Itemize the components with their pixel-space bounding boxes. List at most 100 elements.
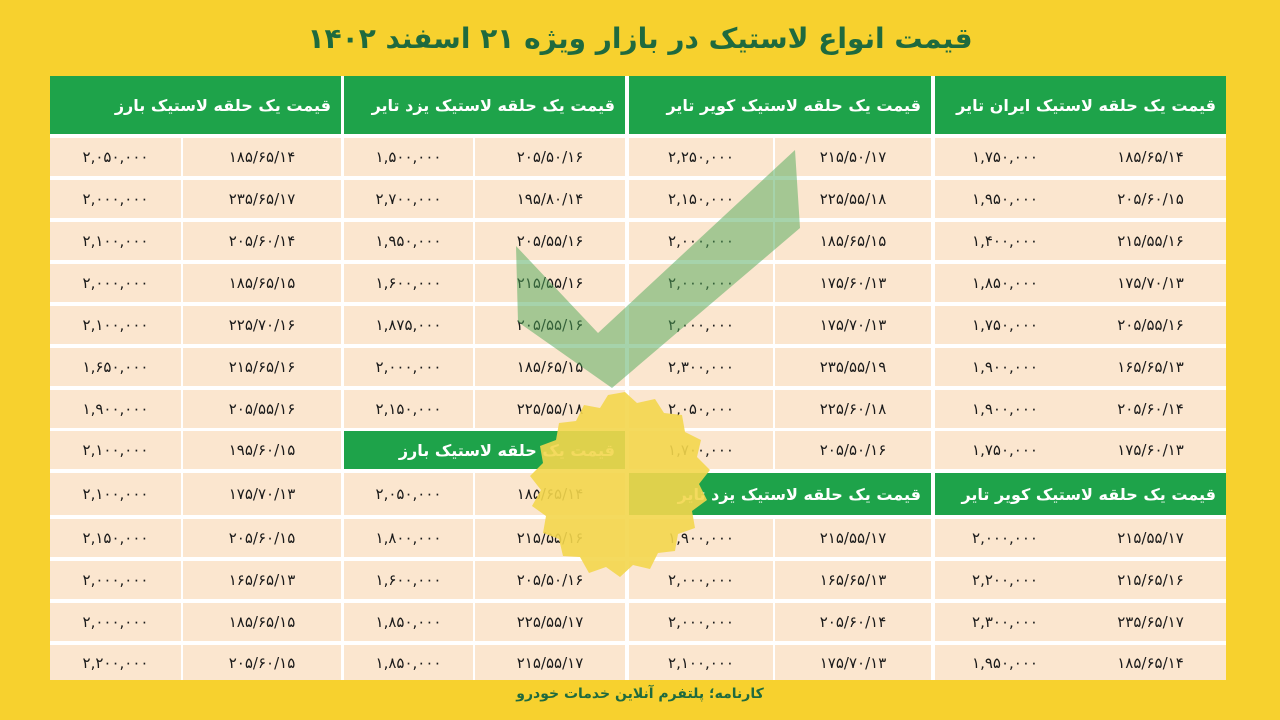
price-cell: ۲,۰۵۰,۰۰۰ <box>50 138 181 176</box>
tire-size-cell: ۱۸۵/۶۵/۱۵ <box>183 264 341 302</box>
price-cell: ۲,۱۰۰,۰۰۰ <box>629 645 773 680</box>
price-cell: ۱,۸۵۰,۰۰۰ <box>935 264 1075 302</box>
price-cell: ۱,۸۷۵,۰۰۰ <box>344 306 473 344</box>
price-cell: ۱,۹۰۰,۰۰۰ <box>935 348 1075 386</box>
price-cell: ۱,۷۵۰,۰۰۰ <box>935 431 1075 469</box>
tire-size-cell: ۱۸۵/۶۵/۱۴ <box>1075 138 1226 176</box>
tire-size-cell: ۲۰۵/۵۰/۱۶ <box>475 561 625 599</box>
price-cell: ۱,۵۰۰,۰۰۰ <box>344 138 473 176</box>
tire-size-cell: ۱۹۵/۸۰/۱۴ <box>475 180 625 218</box>
tire-size-cell: ۱۷۵/۶۰/۱۳ <box>1075 431 1226 469</box>
price-cell: ۲,۱۰۰,۰۰۰ <box>50 473 181 515</box>
price-cell: ۱,۹۵۰,۰۰۰ <box>344 222 473 260</box>
tire-size-cell: ۱۶۵/۶۵/۱۳ <box>775 561 931 599</box>
price-cell: ۲,۰۰۰,۰۰۰ <box>629 222 773 260</box>
tire-size-cell: ۲۰۵/۵۰/۱۶ <box>775 431 931 469</box>
tire-size-cell: ۲۲۵/۵۵/۱۸ <box>475 390 625 428</box>
tire-size-cell: ۲۰۵/۵۵/۱۶ <box>475 306 625 344</box>
tire-size-cell: ۱۸۵/۶۵/۱۴ <box>475 473 625 515</box>
tire-size-cell: ۲۱۵/۵۵/۱۷ <box>475 645 625 680</box>
tire-size-cell: ۲۰۵/۵۵/۱۶ <box>475 222 625 260</box>
tire-price-table: قیمت یک حلقه لاستیک ایران تایر ۱۸۵/۶۵/۱۴ ۱… <box>50 76 1226 680</box>
tire-size-cell: ۲۲۵/۵۵/۱۷ <box>475 603 625 641</box>
price-cell: ۲,۰۰۰,۰۰۰ <box>935 519 1075 557</box>
price-cell: ۲,۱۵۰,۰۰۰ <box>629 180 773 218</box>
price-cell: ۱,۹۵۰,۰۰۰ <box>935 180 1075 218</box>
price-cell: ۲,۱۰۰,۰۰۰ <box>50 306 181 344</box>
price-cell: ۱,۶۵۰,۰۰۰ <box>50 348 181 386</box>
section-header: قیمت یک حلقه لاستیک بارز <box>344 431 625 469</box>
section-header: قیمت یک حلقه لاستیک ایران تایر <box>935 76 1226 134</box>
tire-size-cell: ۱۶۵/۶۵/۱۳ <box>183 561 341 599</box>
price-cell: ۲,۰۰۰,۰۰۰ <box>629 306 773 344</box>
tire-size-cell: ۱۷۵/۷۰/۱۳ <box>1075 264 1226 302</box>
tire-size-cell: ۱۷۵/۷۰/۱۳ <box>775 306 931 344</box>
price-cell: ۲,۰۰۰,۰۰۰ <box>344 348 473 386</box>
tire-size-cell: ۱۹۵/۶۰/۱۵ <box>183 431 341 469</box>
tire-size-cell: ۲۱۵/۵۵/۱۶ <box>1075 222 1226 260</box>
price-cell: ۱,۷۵۰,۰۰۰ <box>935 306 1075 344</box>
tire-size-cell: ۱۶۵/۶۵/۱۳ <box>1075 348 1226 386</box>
price-cell: ۲,۰۰۰,۰۰۰ <box>629 561 773 599</box>
tire-size-cell: ۱۷۵/۶۰/۱۳ <box>775 264 931 302</box>
tire-size-cell: ۲۰۵/۶۰/۱۵ <box>183 519 341 557</box>
tire-size-cell: ۲۳۵/۶۵/۱۷ <box>1075 603 1226 641</box>
price-cell: ۱,۷۰۰,۰۰۰ <box>629 431 773 469</box>
price-cell: ۱,۹۵۰,۰۰۰ <box>935 645 1075 680</box>
tire-size-cell: ۲۰۵/۶۰/۱۴ <box>183 222 341 260</box>
price-cell: ۲,۱۵۰,۰۰۰ <box>344 390 473 428</box>
price-cell: ۲,۱۵۰,۰۰۰ <box>50 519 181 557</box>
tire-size-cell: ۱۸۵/۶۵/۱۵ <box>475 348 625 386</box>
tire-size-cell: ۲۰۵/۵۵/۱۶ <box>1075 306 1226 344</box>
section-header: قیمت یک حلقه لاستیک کویر تایر <box>935 473 1226 515</box>
tire-size-cell: ۲۱۵/۵۵/۱۶ <box>475 519 625 557</box>
price-cell: ۱,۸۵۰,۰۰۰ <box>344 645 473 680</box>
price-cell: ۱,۹۰۰,۰۰۰ <box>629 519 773 557</box>
tire-size-cell: ۱۸۵/۶۵/۱۵ <box>775 222 931 260</box>
tire-size-cell: ۲۰۵/۶۰/۱۵ <box>1075 180 1226 218</box>
price-cell: ۱,۷۵۰,۰۰۰ <box>935 138 1075 176</box>
price-cell: ۲,۳۰۰,۰۰۰ <box>935 603 1075 641</box>
price-cell: ۲,۰۰۰,۰۰۰ <box>629 603 773 641</box>
price-cell: ۱,۴۰۰,۰۰۰ <box>935 222 1075 260</box>
price-cell: ۲,۰۵۰,۰۰۰ <box>344 473 473 515</box>
price-cell: ۲,۰۵۰,۰۰۰ <box>629 390 773 428</box>
tire-size-cell: ۱۷۵/۷۰/۱۳ <box>183 473 341 515</box>
section-header: قیمت یک حلقه لاستیک بارز <box>50 76 341 134</box>
price-cell: ۱,۹۰۰,۰۰۰ <box>50 390 181 428</box>
tire-size-cell: ۲۰۵/۶۰/۱۴ <box>775 603 931 641</box>
price-cell: ۲,۲۰۰,۰۰۰ <box>50 645 181 680</box>
tire-size-cell: ۲۱۵/۵۵/۱۶ <box>475 264 625 302</box>
tire-size-cell: ۱۸۵/۶۵/۱۴ <box>1075 645 1226 680</box>
price-cell: ۲,۰۰۰,۰۰۰ <box>50 180 181 218</box>
price-cell: ۱,۸۵۰,۰۰۰ <box>344 603 473 641</box>
tire-size-cell: ۲۳۵/۵۵/۱۹ <box>775 348 931 386</box>
tire-size-cell: ۲۲۵/۵۵/۱۸ <box>775 180 931 218</box>
tire-size-cell: ۱۸۵/۶۵/۱۵ <box>183 603 341 641</box>
tire-size-cell: ۲۰۵/۶۰/۱۴ <box>1075 390 1226 428</box>
tire-size-cell: ۲۰۵/۶۰/۱۵ <box>183 645 341 680</box>
tire-size-cell: ۲۱۵/۵۰/۱۷ <box>775 138 931 176</box>
tire-size-cell: ۱۸۵/۶۵/۱۴ <box>183 138 341 176</box>
price-cell: ۲,۷۰۰,۰۰۰ <box>344 180 473 218</box>
price-cell: ۱,۹۰۰,۰۰۰ <box>935 390 1075 428</box>
price-cell: ۲,۲۰۰,۰۰۰ <box>935 561 1075 599</box>
tire-size-cell: ۲۰۵/۵۰/۱۶ <box>475 138 625 176</box>
section-header: قیمت یک حلقه لاستیک یزد تایر <box>629 473 931 515</box>
tire-size-cell: ۲۲۵/۷۰/۱۶ <box>183 306 341 344</box>
section-header: قیمت یک حلقه لاستیک کویر تایر <box>629 76 931 134</box>
footer-source: کارنامه؛ پلتفرم آنلاین خدمات خودرو <box>516 686 764 702</box>
price-cell: ۲,۱۰۰,۰۰۰ <box>50 431 181 469</box>
price-cell: ۱,۸۰۰,۰۰۰ <box>344 519 473 557</box>
price-cell: ۱,۶۰۰,۰۰۰ <box>344 561 473 599</box>
price-cell: ۲,۰۰۰,۰۰۰ <box>629 264 773 302</box>
price-cell: ۲,۱۰۰,۰۰۰ <box>50 222 181 260</box>
page-title: قیمت انواع لاستیک در بازار ویژه ۲۱ اسفند… <box>307 22 973 55</box>
tire-size-cell: ۲۱۵/۶۵/۱۶ <box>1075 561 1226 599</box>
price-cell: ۲,۰۰۰,۰۰۰ <box>50 264 181 302</box>
tire-size-cell: ۲۳۵/۶۵/۱۷ <box>183 180 341 218</box>
tire-size-cell: ۲۰۵/۵۵/۱۶ <box>183 390 341 428</box>
price-cell: ۲,۲۵۰,۰۰۰ <box>629 138 773 176</box>
section-header: قیمت یک حلقه لاستیک یزد تایر <box>344 76 625 134</box>
price-cell: ۱,۶۰۰,۰۰۰ <box>344 264 473 302</box>
